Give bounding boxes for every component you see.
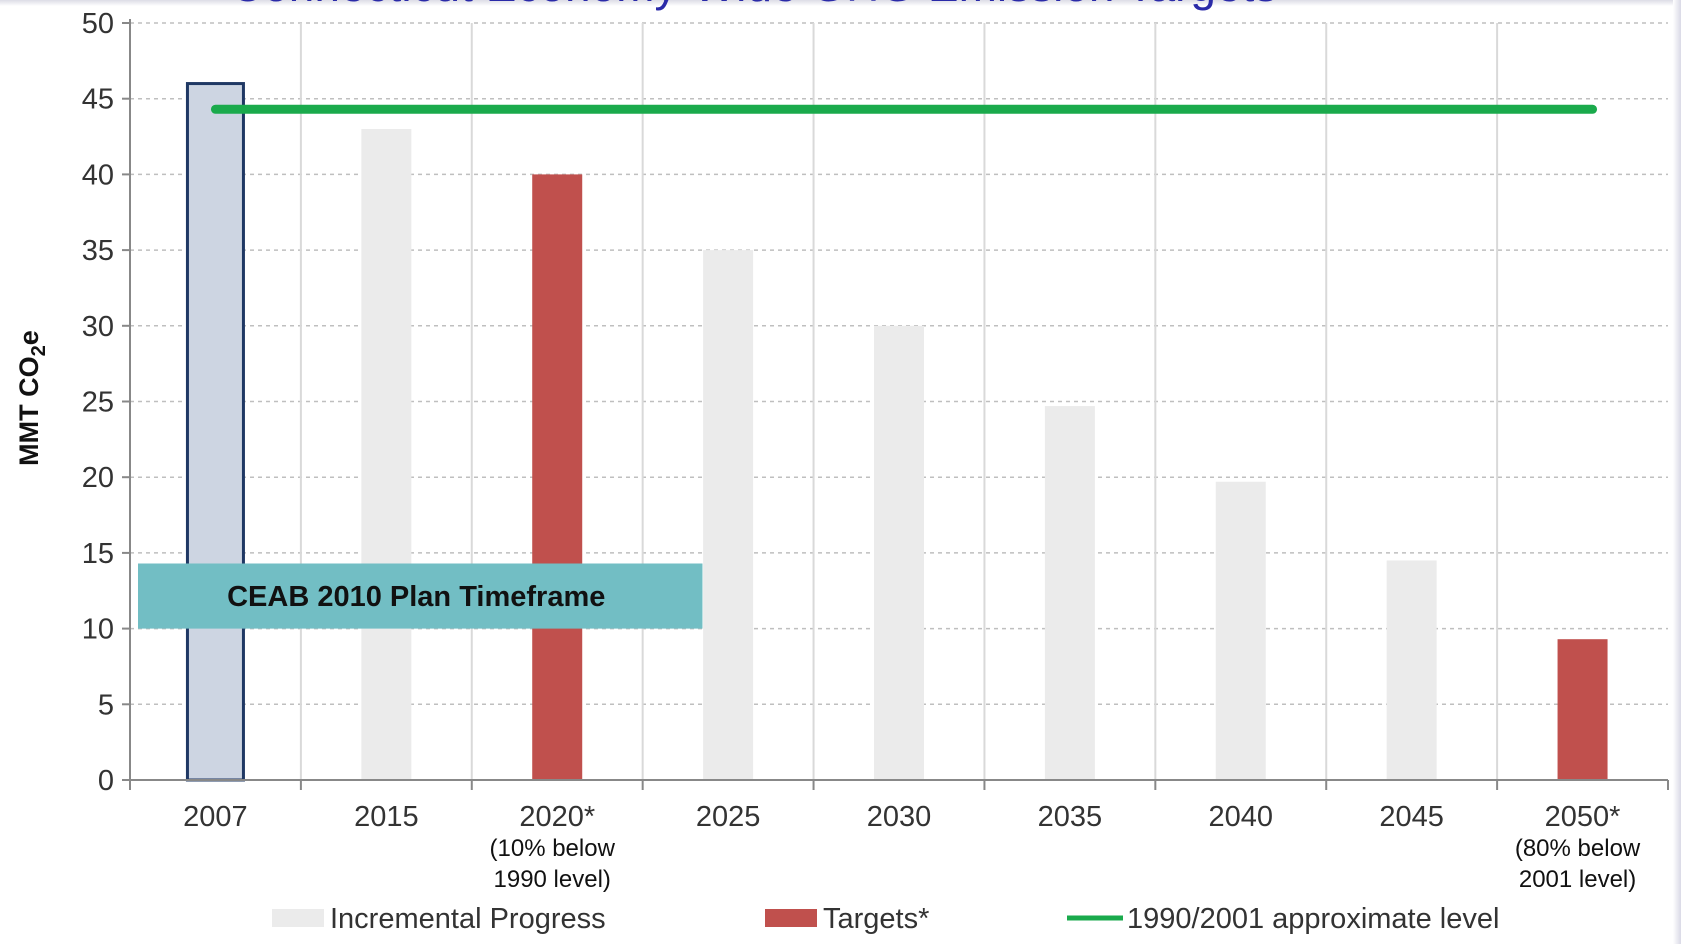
x-tick-label: 2025 xyxy=(696,801,761,833)
bar-target xyxy=(1557,639,1608,780)
y-tick-label: 30 xyxy=(82,311,114,343)
legend-targets-label: Targets* xyxy=(823,903,929,935)
bar-target xyxy=(532,174,583,780)
x-tick-label: 2030 xyxy=(867,801,932,833)
category-note: 1990 level) xyxy=(494,866,611,893)
x-tick-label: 2045 xyxy=(1379,801,1444,833)
chart-title: Connecticut Economy-Wide GHG Emission Ta… xyxy=(230,0,1430,12)
y-tick-label: 40 xyxy=(82,159,114,191)
bar-incremental xyxy=(1044,406,1095,780)
x-tick-label: 2007 xyxy=(183,801,248,833)
category-note: (10% below xyxy=(490,835,616,862)
bar-incremental xyxy=(874,325,924,780)
legend-incremental-label: Incremental Progress xyxy=(330,903,606,935)
annotation-group: CEAB 2010 Plan Timeframe xyxy=(138,563,703,629)
y-tick-label: 45 xyxy=(82,84,114,116)
bar-incremental xyxy=(361,128,412,781)
right-edge xyxy=(1673,0,1681,944)
y-tick-label: 15 xyxy=(82,538,114,570)
top-edge xyxy=(0,0,1681,6)
x-tick-label: 2015 xyxy=(354,801,419,833)
x-tick-label: 2040 xyxy=(1209,801,1274,833)
legend: Incremental Progress Targets* 1990/2001 ap… xyxy=(272,903,1499,935)
x-tick-label: 2020* xyxy=(519,801,595,833)
y-tick-label: 25 xyxy=(82,387,114,419)
bar-incremental xyxy=(703,250,754,781)
y-tick-label: 20 xyxy=(82,462,114,494)
y-tick-label: 35 xyxy=(82,235,114,267)
y-tick-label: 0 xyxy=(98,765,114,797)
plan-timeframe-label: CEAB 2010 Plan Timeframe xyxy=(227,581,605,613)
legend-targets-swatch xyxy=(765,909,817,927)
y-tick-label: 50 xyxy=(82,8,114,40)
x-tick-label: 2050* xyxy=(1545,801,1621,833)
legend-reference-label: 1990/2001 approximate level xyxy=(1127,903,1499,935)
bars xyxy=(185,82,1608,782)
bar-2007-highlighted xyxy=(185,82,245,782)
bar-incremental xyxy=(1386,560,1437,780)
plan-timeframe-banner xyxy=(138,563,703,629)
category-note: 2001 level) xyxy=(1519,866,1636,893)
y-tick-label: 5 xyxy=(98,689,114,721)
x-tick-label: 2035 xyxy=(1038,801,1103,833)
y-axis-label: MMT CO2e xyxy=(14,330,50,466)
y-tick-label: 10 xyxy=(82,614,114,646)
category-note: (80% below xyxy=(1515,835,1641,862)
bar-incremental xyxy=(1215,481,1266,780)
legend-incremental-swatch xyxy=(272,909,324,927)
